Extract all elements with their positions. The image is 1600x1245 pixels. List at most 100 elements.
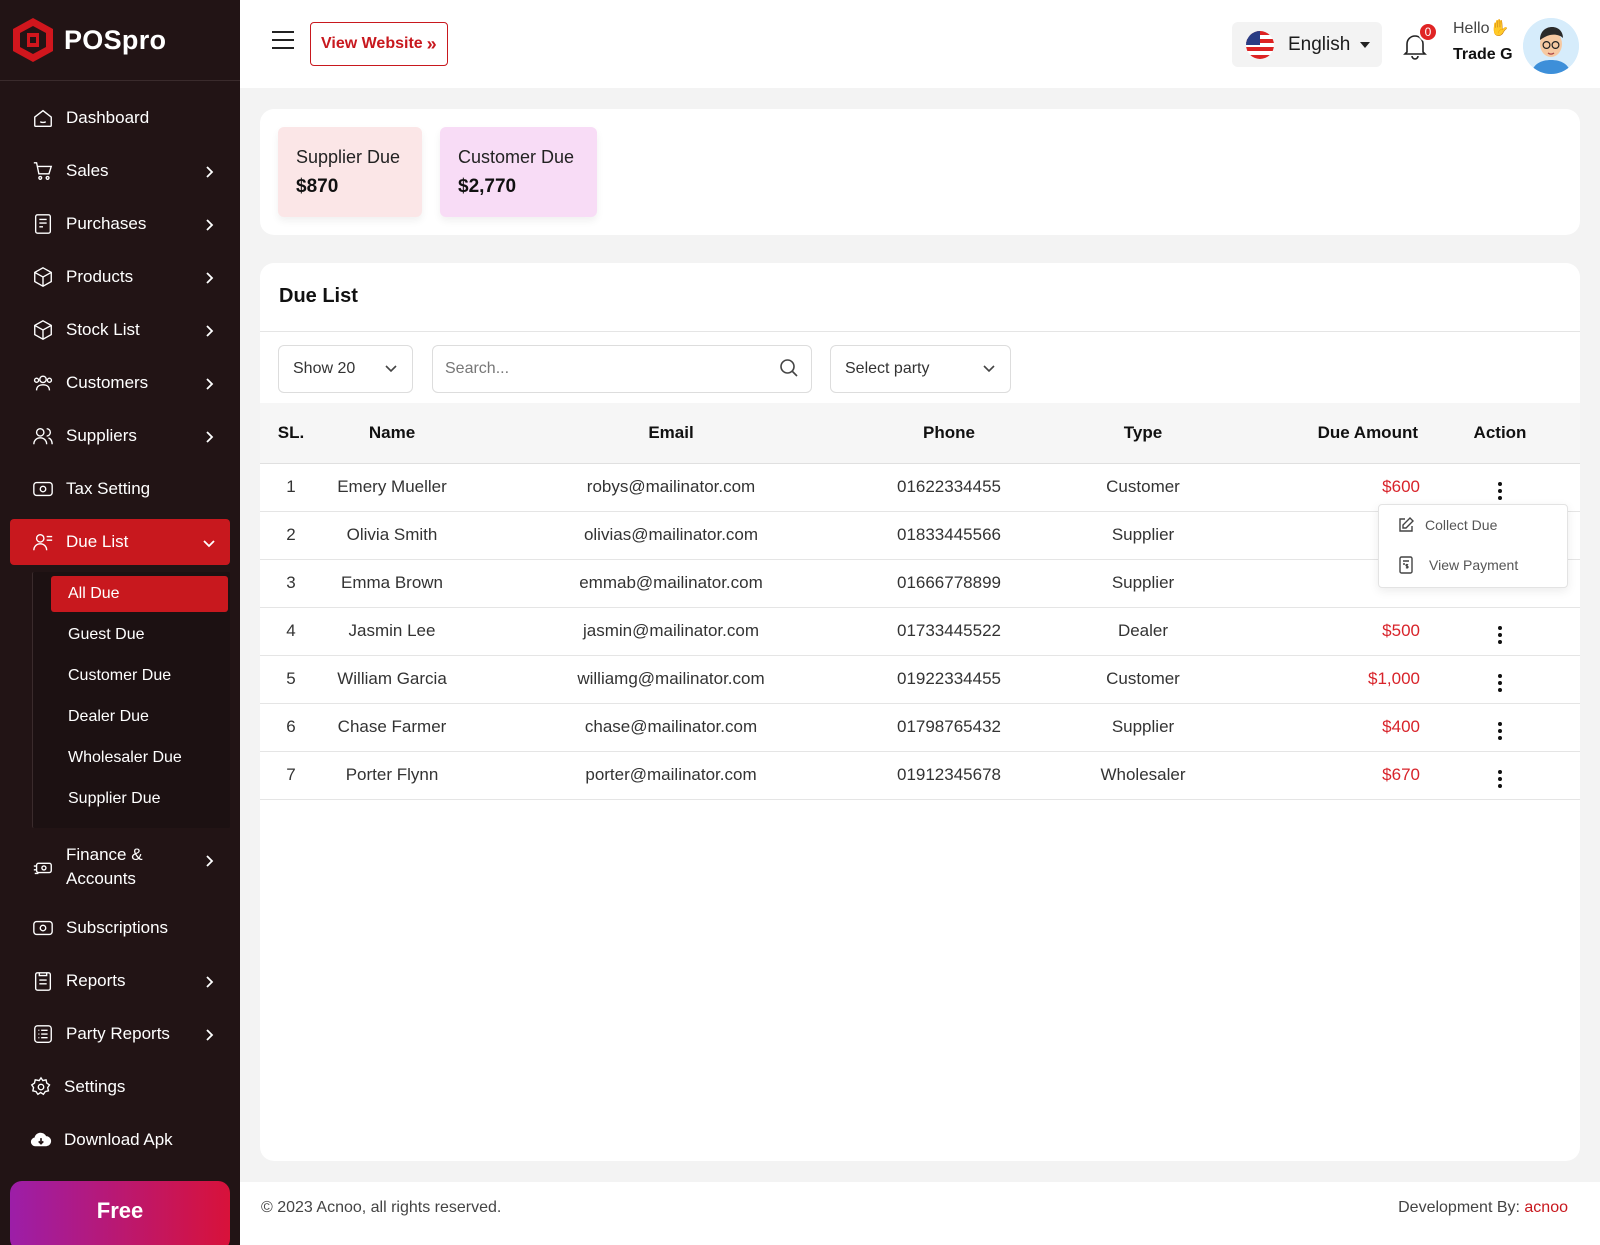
- cell-phone: 01833445566: [896, 525, 1001, 544]
- col-header-sl: SL.: [277, 422, 305, 442]
- view-website-button[interactable]: View Website »: [310, 22, 448, 66]
- row-action-menu: Collect Due View Payment: [1378, 504, 1568, 588]
- search-input[interactable]: [433, 346, 753, 392]
- table-row: 5 William Garcia williamg@mailinator.com…: [260, 655, 1580, 703]
- submenu-item-supplier-due[interactable]: Supplier Due: [68, 790, 161, 807]
- submenu-item-customer-due[interactable]: Customer Due: [68, 667, 172, 684]
- more-options-icon[interactable]: [1492, 622, 1508, 648]
- sidebar-item-label: Customers: [66, 373, 149, 392]
- more-options-icon[interactable]: [1492, 670, 1508, 696]
- cell-sl: 1: [286, 477, 296, 496]
- cell-type: Customer: [1106, 669, 1180, 688]
- view-payment-menu-item[interactable]: View Payment: [1379, 545, 1567, 585]
- sidebar-item-stock-list[interactable]: Stock List: [10, 307, 230, 353]
- sidebar-item-reports[interactable]: Reports: [10, 958, 230, 1004]
- more-options-icon[interactable]: [1492, 766, 1508, 792]
- sidebar: POSpro Dashboard Sales Purchases Product…: [0, 0, 240, 1245]
- cell-action: [1420, 463, 1580, 511]
- more-options-icon[interactable]: [1492, 478, 1508, 504]
- sidebar-item-finance-accounts[interactable]: Finance & Accounts: [10, 836, 230, 898]
- sidebar-item-due-list[interactable]: Due List: [10, 519, 230, 565]
- cell-phone: 01922334455: [896, 669, 1001, 688]
- sidebar-item-tax-setting[interactable]: Tax Setting: [10, 466, 230, 512]
- customer-due-card[interactable]: Customer Due $2,770: [440, 127, 597, 217]
- submenu-item-all-due[interactable]: All Due: [51, 576, 228, 612]
- cell-email: emmab@mailinator.com: [579, 573, 763, 592]
- cell-phone: 01622334455: [896, 477, 1001, 496]
- table-row: 3 Emma Brown emmab@mailinator.com 016667…: [260, 559, 1580, 607]
- supplier-due-card[interactable]: Supplier Due $870: [278, 127, 422, 217]
- sidebar-item-sales[interactable]: Sales: [10, 148, 230, 194]
- cell-due-amount: $1,000: [1368, 669, 1420, 688]
- cell-phone: 01798765432: [896, 717, 1001, 736]
- pospro-logo-icon: [13, 18, 53, 62]
- home-icon: [32, 107, 54, 129]
- gear-icon: [30, 1076, 52, 1098]
- submenu-item-guest-due[interactable]: Guest Due: [68, 626, 145, 643]
- cell-type: Supplier: [1111, 717, 1175, 736]
- sidebar-item-purchases[interactable]: Purchases: [10, 201, 230, 247]
- sidebar-item-download-apk[interactable]: Download Apk: [10, 1117, 230, 1163]
- cell-type: Dealer: [1117, 621, 1169, 640]
- sidebar-item-party-reports[interactable]: Party Reports: [10, 1011, 230, 1057]
- receipt-icon: [32, 213, 54, 235]
- col-header-name: Name: [368, 422, 416, 442]
- sidebar-item-label: Sales: [66, 161, 109, 180]
- submenu-item-dealer-due[interactable]: Dealer Due: [68, 708, 149, 725]
- sidebar-item-label: Download Apk: [64, 1130, 173, 1149]
- sidebar-nav: Dashboard Sales Purchases Products Stock…: [0, 81, 240, 1163]
- collect-due-menu-item[interactable]: Collect Due: [1379, 505, 1567, 545]
- brand[interactable]: POSpro: [0, 0, 240, 81]
- sidebar-item-settings[interactable]: Settings: [10, 1064, 230, 1110]
- supplier-due-value: $870: [296, 176, 339, 197]
- party-select[interactable]: Select party: [830, 345, 1011, 393]
- chevron-right-icon: [202, 376, 216, 390]
- cell-email: olivias@mailinator.com: [583, 525, 759, 544]
- list-icon: [32, 1023, 54, 1045]
- sidebar-item-suppliers[interactable]: Suppliers: [10, 413, 230, 459]
- username: Trade G: [1453, 46, 1513, 63]
- chevron-right-icon: [202, 851, 216, 867]
- view-website-label: View Website: [321, 35, 423, 52]
- cell-action: [1420, 655, 1580, 703]
- chevron-right-icon: [202, 1027, 216, 1041]
- col-header-phone: Phone: [923, 422, 975, 442]
- cell-action: [1420, 703, 1580, 751]
- document-icon: [32, 970, 54, 992]
- sidebar-item-label: Suppliers: [66, 426, 137, 445]
- sidebar-item-label: Tax Setting: [66, 479, 151, 498]
- cell-action: [1420, 751, 1580, 799]
- party-select-value: Select party: [845, 360, 930, 377]
- cell-sl: 4: [286, 621, 296, 640]
- copyright-text: © 2023 Acnoo, all rights reserved.: [261, 1198, 502, 1216]
- sidebar-item-products[interactable]: Products: [10, 254, 230, 300]
- avatar[interactable]: [1523, 18, 1579, 74]
- search-field[interactable]: [432, 345, 812, 393]
- col-header-type: Type: [1123, 422, 1163, 442]
- table-header-row: SL. Name Email Phone Type Due Amount Act…: [260, 403, 1580, 463]
- search-icon[interactable]: [779, 358, 799, 378]
- cell-name: William Garcia: [337, 669, 447, 688]
- sidebar-item-customers[interactable]: Customers: [10, 360, 230, 406]
- menu-toggle-icon[interactable]: [272, 31, 294, 49]
- col-header-action: Action: [1473, 422, 1527, 442]
- submenu-item-wholesaler-due[interactable]: Wholesaler Due: [68, 749, 182, 766]
- sidebar-item-subscriptions[interactable]: Subscriptions: [10, 905, 230, 951]
- more-options-icon[interactable]: [1492, 718, 1508, 744]
- edit-icon: [1399, 517, 1414, 532]
- chevron-down-icon: [384, 361, 398, 375]
- cell-email: robys@mailinator.com: [586, 477, 756, 496]
- page-size-select[interactable]: Show 20: [278, 345, 413, 393]
- sidebar-item-dashboard[interactable]: Dashboard: [10, 95, 230, 141]
- sidebar-item-label: Subscriptions: [66, 918, 169, 937]
- view-payment-label: View Payment: [1429, 557, 1519, 573]
- language-selector[interactable]: English: [1232, 22, 1382, 67]
- user-list-icon: [32, 531, 54, 553]
- cell-due-amount: $500: [1382, 621, 1420, 640]
- sidebar-item-label: Reports: [66, 971, 126, 990]
- developer-link[interactable]: acnoo: [1524, 1198, 1568, 1216]
- money-icon: [32, 917, 54, 939]
- page-title: Due List: [279, 285, 358, 307]
- free-plan-button[interactable]: Free: [10, 1181, 230, 1245]
- cell-name: Chase Farmer: [337, 717, 447, 736]
